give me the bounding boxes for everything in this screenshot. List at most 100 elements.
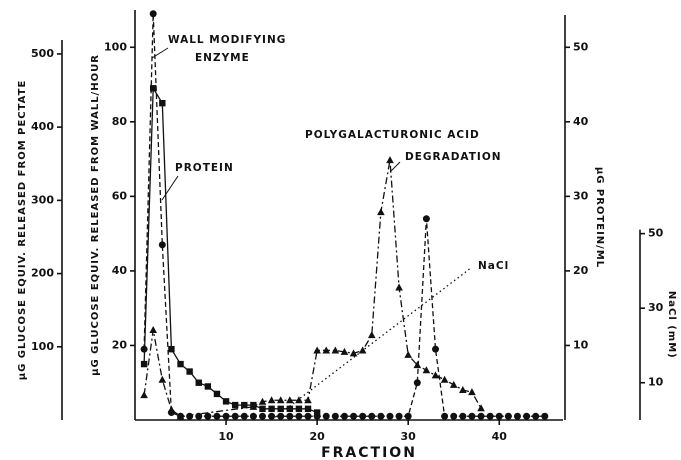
marker (168, 345, 175, 353)
y-tick-label: 200 (31, 267, 54, 280)
marker (459, 385, 467, 393)
marker (468, 388, 476, 396)
marker (276, 396, 285, 404)
marker (322, 412, 330, 420)
marker (331, 412, 339, 420)
marker (286, 412, 294, 420)
marker (241, 401, 248, 409)
y-tick-label: 20 (573, 264, 589, 277)
marker (231, 401, 239, 409)
x-tick-label: 30 (401, 430, 417, 443)
marker (386, 156, 394, 164)
annotation: WALL MODIFYING (168, 34, 286, 46)
marker (295, 412, 303, 420)
marker (440, 375, 449, 383)
marker (304, 405, 312, 413)
y-tick-label: 500 (31, 47, 54, 60)
annotation: PROTEIN (175, 162, 234, 174)
y-tick-label: 30 (648, 301, 664, 314)
series-line (271, 266, 473, 421)
y-tick-label: 10 (648, 376, 664, 389)
marker (149, 10, 157, 18)
marker (431, 371, 440, 379)
axis-title: µG GLUCOSE EQUIV. RELEASED FROM PECTATE (17, 80, 28, 381)
marker (150, 85, 157, 92)
annotation: NaCl (478, 260, 509, 272)
marker (295, 396, 303, 404)
marker (286, 405, 294, 413)
marker (404, 412, 412, 420)
marker (249, 402, 258, 410)
marker (395, 283, 403, 291)
y-tick-label: 50 (573, 40, 589, 53)
marker (195, 379, 202, 386)
marker (495, 412, 503, 420)
y-tick-label: 60 (112, 189, 128, 202)
y-tick-label: 30 (573, 189, 589, 202)
x-tick-label: 40 (492, 430, 508, 443)
marker (449, 380, 458, 388)
marker (359, 412, 367, 420)
marker (177, 360, 184, 368)
marker (267, 396, 276, 404)
annotation: ENZYME (195, 52, 250, 64)
x-tick-label: 10 (218, 430, 234, 443)
axis-title: µG PROTEIN/ML (594, 167, 605, 268)
y-tick-label: 100 (104, 40, 127, 53)
marker (432, 345, 440, 353)
y-tick-label: 100 (31, 340, 54, 353)
marker (340, 347, 349, 355)
marker (295, 405, 303, 413)
marker (167, 405, 176, 413)
marker (377, 412, 385, 420)
marker (477, 404, 485, 412)
y-tick-label: 300 (31, 193, 54, 206)
marker (277, 412, 285, 420)
y-tick-label: 400 (31, 120, 54, 133)
marker (158, 241, 166, 249)
marker (404, 350, 412, 358)
marker (377, 208, 385, 216)
marker (422, 366, 431, 374)
marker (486, 412, 494, 420)
marker (213, 412, 221, 420)
marker (204, 412, 212, 420)
marker (322, 346, 331, 354)
marker (176, 412, 185, 420)
marker (523, 412, 531, 420)
y-tick-label: 20 (112, 338, 128, 351)
y-tick-label: 10 (573, 338, 589, 351)
marker (195, 412, 203, 420)
marker (259, 405, 266, 413)
y-tick-label: 80 (112, 115, 128, 128)
marker (158, 375, 167, 383)
marker (268, 405, 275, 413)
marker (140, 360, 148, 368)
marker (268, 412, 276, 420)
marker (222, 412, 230, 420)
y-tick-label: 50 (648, 227, 664, 240)
marker (367, 331, 376, 339)
marker (159, 99, 166, 107)
marker (213, 390, 221, 398)
marker (140, 391, 148, 399)
marker (304, 412, 312, 420)
marker (149, 325, 158, 333)
marker (331, 346, 340, 354)
marker (313, 409, 321, 416)
arrow (389, 161, 401, 173)
marker (304, 396, 312, 404)
y-tick-label: 40 (573, 115, 589, 128)
marker (204, 383, 212, 390)
marker (513, 412, 521, 420)
marker (258, 412, 266, 420)
marker (422, 215, 430, 223)
marker (258, 397, 267, 405)
series-line (143, 86, 318, 414)
marker (240, 412, 248, 420)
marker (222, 398, 230, 405)
marker (413, 379, 421, 387)
marker (468, 412, 476, 420)
marker (386, 412, 394, 420)
